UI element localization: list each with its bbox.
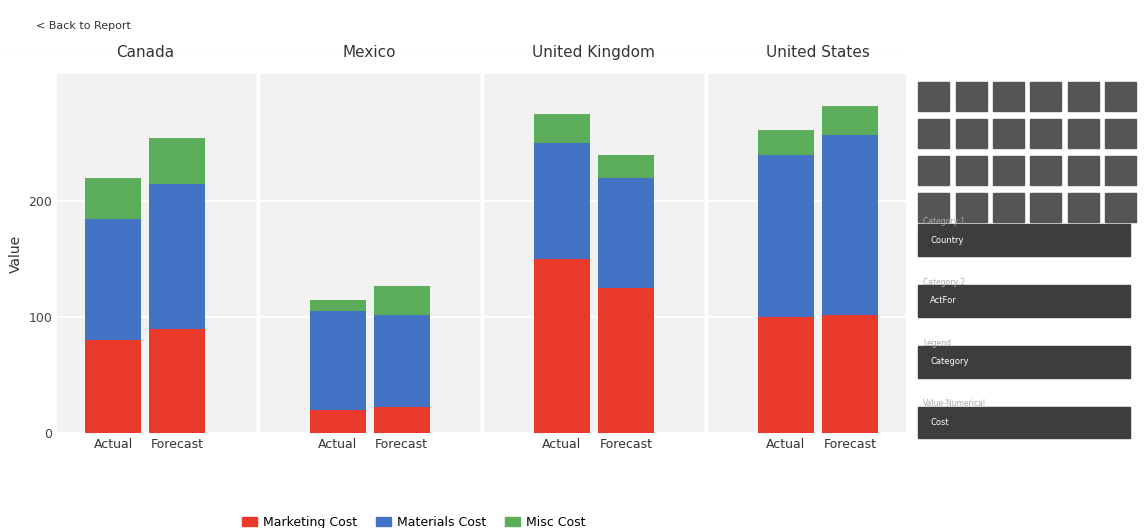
Bar — [758, 129, 814, 155]
Text: United States: United States — [766, 44, 869, 60]
Bar — [993, 193, 1024, 222]
Text: ActFor: ActFor — [930, 296, 957, 306]
Bar — [1105, 82, 1137, 111]
Bar — [374, 286, 430, 315]
Bar — [993, 82, 1024, 111]
Bar — [955, 119, 986, 148]
Bar — [1030, 119, 1061, 148]
Bar — [955, 156, 986, 185]
Text: >: > — [1128, 21, 1138, 34]
Legend: Marketing Cost, Materials Cost, Misc Cost: Marketing Cost, Materials Cost, Misc Cos… — [236, 511, 591, 528]
Bar — [1105, 156, 1137, 185]
Bar — [822, 135, 879, 315]
Text: Cost: Cost — [930, 418, 949, 427]
Bar — [918, 156, 950, 185]
Bar — [374, 315, 430, 408]
Bar — [918, 119, 950, 148]
Bar — [85, 219, 141, 341]
Bar — [1105, 119, 1137, 148]
Bar — [1105, 193, 1137, 222]
Bar — [533, 259, 590, 433]
Bar — [598, 178, 654, 288]
Bar — [149, 138, 205, 184]
Bar — [533, 144, 590, 259]
Bar — [533, 115, 590, 144]
Text: VISUALIZATIONS: VISUALIZATIONS — [935, 21, 1025, 31]
Bar — [955, 82, 986, 111]
Bar — [1030, 156, 1061, 185]
Bar — [918, 346, 1130, 378]
Bar — [310, 410, 366, 433]
Bar — [598, 288, 654, 433]
Bar — [310, 312, 366, 410]
Text: Value-Numerical: Value-Numerical — [923, 399, 986, 409]
Bar — [918, 407, 1130, 438]
Bar — [1030, 193, 1061, 222]
Bar — [918, 82, 950, 111]
Bar — [918, 193, 950, 222]
Bar — [822, 315, 879, 433]
Text: Category: Category — [930, 357, 969, 366]
Bar — [822, 106, 879, 135]
Text: Canada: Canada — [116, 44, 174, 60]
Bar — [1068, 156, 1099, 185]
Text: Category 2: Category 2 — [923, 278, 965, 287]
Text: United Kingdom: United Kingdom — [532, 44, 655, 60]
Bar — [374, 408, 430, 433]
Bar — [149, 329, 205, 433]
Bar — [918, 285, 1130, 317]
Bar — [955, 193, 986, 222]
Text: FILTERS: FILTERS — [923, 483, 966, 493]
Bar — [758, 317, 814, 433]
Bar — [85, 178, 141, 219]
Bar — [1068, 193, 1099, 222]
Bar — [758, 155, 814, 317]
Bar — [310, 300, 366, 312]
Bar — [1030, 82, 1061, 111]
Bar — [149, 184, 205, 329]
Text: < Back to Report: < Back to Report — [37, 22, 131, 31]
Bar — [993, 119, 1024, 148]
Text: Category 1: Category 1 — [923, 217, 965, 227]
Text: Legend: Legend — [923, 338, 951, 348]
Bar — [1068, 82, 1099, 111]
Bar — [918, 224, 1130, 256]
Bar — [598, 155, 654, 178]
Bar — [993, 156, 1024, 185]
Text: Country: Country — [930, 235, 963, 245]
Text: Mexico: Mexico — [343, 44, 397, 60]
Y-axis label: Value: Value — [9, 234, 23, 272]
Bar — [85, 341, 141, 433]
Bar — [1068, 119, 1099, 148]
